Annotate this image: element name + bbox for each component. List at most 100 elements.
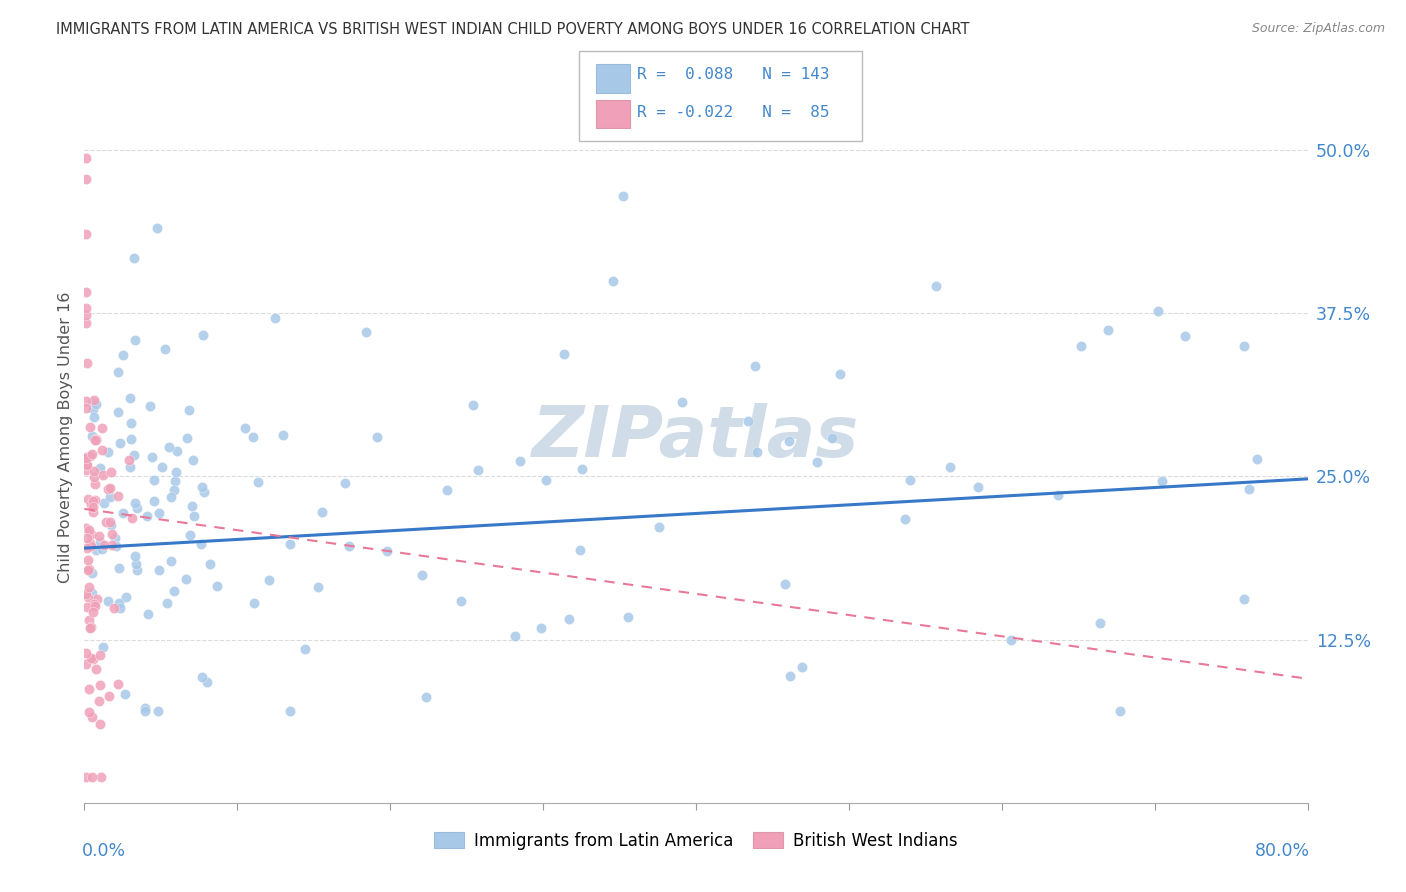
Point: [76, 541, 98, 556]
Point: [163, 483, 186, 498]
Point: [87, 694, 110, 708]
Point: [307, 580, 329, 594]
Point: [89, 460, 111, 475]
Point: [80, 540, 103, 554]
Point: [264, 311, 287, 326]
Point: [86, 432, 108, 446]
Text: ZIPatlas: ZIPatlas: [533, 402, 859, 472]
Point: [160, 490, 183, 504]
Point: [89, 678, 111, 692]
Point: [179, 403, 201, 417]
Point: [337, 539, 360, 553]
Point: [243, 597, 266, 611]
Point: [165, 465, 187, 479]
Point: [98, 481, 121, 495]
Point: [107, 489, 129, 503]
Point: [98, 515, 121, 529]
Point: [120, 433, 142, 447]
Point: [82, 652, 104, 666]
Point: [1070, 339, 1092, 353]
Point: [148, 563, 170, 577]
Point: [75, 587, 97, 601]
Point: [77, 523, 100, 537]
Point: [333, 476, 356, 491]
Point: [107, 596, 129, 610]
Point: [553, 347, 575, 361]
Point: [145, 220, 167, 235]
Text: IMMIGRANTS FROM LATIN AMERICA VS BRITISH WEST INDIAN CHILD POVERTY AMONG BOYS UN: IMMIGRANTS FROM LATIN AMERICA VS BRITISH…: [56, 22, 970, 37]
Point: [257, 574, 280, 588]
Point: [91, 542, 114, 557]
Point: [191, 669, 214, 683]
Point: [191, 327, 214, 342]
Point: [118, 391, 141, 405]
Point: [143, 473, 166, 487]
Point: [91, 468, 114, 483]
Point: [107, 365, 129, 379]
Point: [83, 433, 105, 447]
Point: [90, 770, 112, 784]
Point: [82, 605, 104, 619]
Point: [1233, 592, 1256, 607]
Point: [354, 325, 377, 339]
Point: [89, 648, 111, 662]
Point: [127, 501, 149, 516]
Point: [83, 492, 105, 507]
Point: [82, 494, 104, 508]
Point: [198, 558, 221, 572]
Point: [75, 457, 97, 471]
Point: [90, 442, 112, 457]
Point: [806, 455, 828, 469]
Point: [98, 689, 121, 703]
Point: [190, 537, 212, 551]
Point: [737, 413, 759, 427]
Point: [1088, 615, 1111, 630]
Point: [174, 572, 197, 586]
Point: [83, 597, 105, 611]
Point: [134, 700, 156, 714]
Point: [107, 405, 129, 419]
Point: [75, 172, 97, 186]
Point: [558, 612, 581, 626]
Point: [463, 398, 485, 412]
Point: [122, 448, 145, 462]
Point: [97, 482, 120, 496]
Point: [125, 563, 148, 577]
Point: [82, 447, 104, 461]
Point: [76, 356, 98, 370]
Point: [148, 506, 170, 520]
Point: [141, 450, 163, 464]
Point: [124, 333, 146, 347]
Point: [101, 527, 124, 541]
Point: [103, 601, 125, 615]
Point: [1233, 339, 1256, 353]
Point: [602, 274, 624, 288]
Point: [157, 440, 180, 454]
Point: [83, 470, 105, 484]
Legend: Immigrants from Latin America, British West Indians: Immigrants from Latin America, British W…: [427, 825, 965, 856]
Point: [76, 531, 98, 545]
Point: [366, 430, 388, 444]
Point: [150, 459, 173, 474]
Point: [146, 705, 169, 719]
Point: [76, 599, 98, 614]
Point: [118, 453, 141, 467]
Point: [233, 421, 256, 435]
Point: [191, 480, 214, 494]
Point: [1150, 474, 1173, 488]
Point: [160, 553, 183, 567]
Text: 0.0%: 0.0%: [82, 842, 125, 860]
Point: [77, 614, 100, 628]
Point: [111, 348, 134, 362]
Point: [80, 770, 103, 784]
Point: [509, 454, 531, 468]
Point: [100, 465, 122, 479]
Point: [75, 401, 97, 416]
Point: [778, 434, 800, 449]
Point: [156, 596, 179, 610]
Point: [205, 579, 228, 593]
Point: [647, 520, 669, 534]
Point: [893, 511, 915, 525]
Point: [93, 537, 115, 551]
Point: [108, 561, 131, 575]
